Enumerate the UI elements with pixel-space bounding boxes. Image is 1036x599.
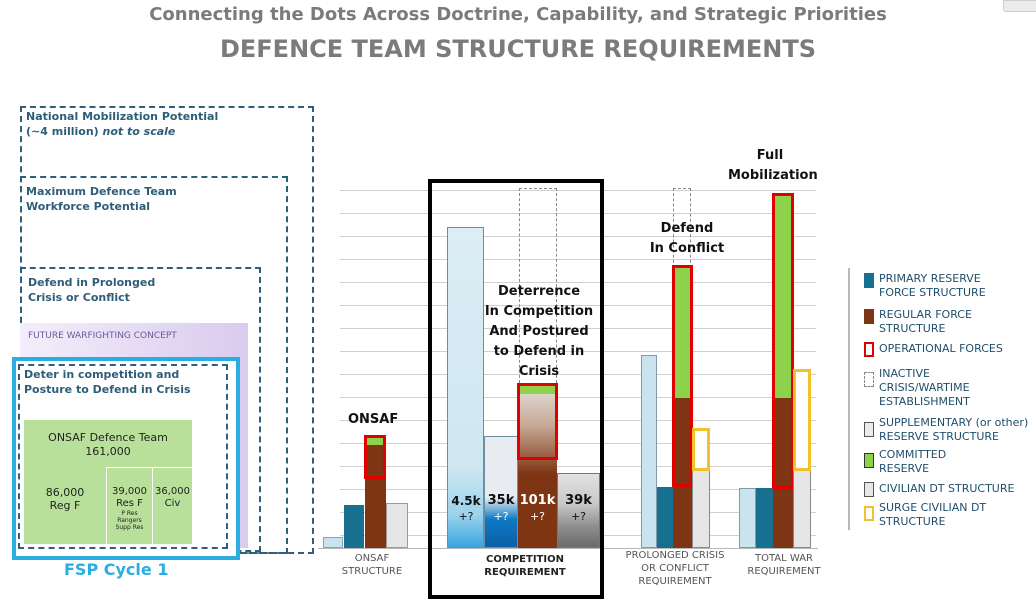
- onsaf-primary-reserve-bar: [344, 505, 364, 548]
- competition-tall-bar: [447, 227, 484, 548]
- competition-operational-forces-frame: [517, 383, 558, 460]
- competition-supplementary-bar: [484, 436, 518, 548]
- deter-competition-label: Deter in competition and Posture to Defe…: [24, 368, 191, 396]
- total-primary-reserve-bar: [756, 488, 773, 548]
- legend-swatch-surge-civilian: [864, 506, 874, 521]
- onsaf-regular-force-bar: [365, 478, 386, 548]
- total-surge-civilian-frame: [793, 369, 811, 471]
- prolonged-primary-reserve-bar: [657, 487, 673, 548]
- onsaf-civilian-bar: [386, 503, 408, 548]
- team-divider-h: [106, 467, 192, 468]
- prolonged-operational-forces-frame: [672, 265, 693, 487]
- legend-text-committed-reserve: COMMITTED RESERVE: [879, 448, 947, 475]
- legend-swatch-committed-reserve: [864, 453, 874, 468]
- gridline: [340, 213, 816, 214]
- national-mobilization-label: National Mobilization Potential (~4 mill…: [26, 110, 219, 138]
- legend-text-regular-force: REGULAR FORCE STRUCTURE: [879, 308, 972, 335]
- gridline: [340, 236, 816, 237]
- legend-text-primary-reserve: PRIMARY RESERVE FORCE STRUCTURE: [879, 272, 986, 299]
- legend-text-civilian: CIVILIAN DT STRUCTURE: [879, 482, 1015, 495]
- bar-label-35k: 35k +?: [487, 493, 515, 523]
- gridline: [340, 397, 816, 398]
- gridline: [340, 351, 816, 352]
- prolonged-surge-civilian-frame: [692, 428, 710, 471]
- gridline: [340, 305, 816, 306]
- legend-swatch-civilian: [864, 482, 874, 497]
- team-divider-v2: [152, 467, 153, 544]
- onsaf-category-label: ONSAF STRUCTURE: [341, 553, 403, 577]
- bar-label-39k: 39k +?: [565, 493, 592, 523]
- legend-swatch-regular-force: [864, 309, 874, 324]
- gridline: [340, 420, 816, 421]
- gridline: [340, 190, 816, 191]
- prolonged-category-label: PROLONGED CRISIS OR CONFLICT REQUIREMENT: [625, 550, 725, 587]
- total-light-bar: [739, 488, 756, 548]
- legend-rule: [848, 268, 850, 530]
- full-mobilization-annotation: Full Mobilization: [728, 148, 818, 183]
- legend-text-supplementary: SUPPLEMENTARY (or other) RESERVE STRUCTUR…: [879, 416, 1029, 443]
- gridline: [340, 282, 816, 283]
- prolonged-civilian-bar: [692, 470, 710, 548]
- legend-swatch-inactive: [864, 372, 874, 387]
- res-force-cell: 39,000 Res F P Res Rangers Supp Res: [112, 486, 147, 531]
- legend-swatch-supplementary: [864, 422, 874, 437]
- prolonged-light-bar: [641, 355, 657, 548]
- title-line-1: Connecting the Dots Across Doctrine, Cap…: [149, 4, 887, 25]
- onsaf-team-block: ONSAF Defence Team 161,000 86,000 Reg F 3…: [24, 420, 192, 544]
- gridline: [340, 259, 816, 260]
- competition-civilian-bar: [557, 473, 600, 548]
- onsaf-team-title: ONSAF Defence Team: [48, 431, 168, 444]
- total-civilian-bar: [793, 470, 811, 548]
- legend-swatch-operational-forces: [864, 342, 874, 357]
- onsaf-annotation: ONSAF: [348, 412, 399, 427]
- legend-text-surge-civilian: SURGE CIVILIAN DT STRUCTURE: [879, 501, 987, 528]
- chart-baseline: [318, 548, 818, 549]
- reg-force-cell: 86,000 Reg F: [45, 486, 85, 512]
- legend-text-operational-forces: OPERATIONAL FORCES: [879, 342, 1003, 355]
- onsaf-team-total: 161,000: [85, 445, 131, 458]
- title-line-2: DEFENCE TEAM STRUCTURE REQUIREMENTS: [219, 35, 817, 63]
- deter-competition-box: [18, 364, 228, 549]
- gridline: [340, 466, 816, 467]
- legend-text-inactive: INACTIVE CRISIS/WARTIME ESTABLISHMENT: [879, 367, 970, 408]
- team-divider-v1: [106, 467, 107, 544]
- gridline: [340, 328, 816, 329]
- competition-category-label: COMPETITION REQUIREMENT: [484, 554, 566, 578]
- legend-swatch-primary-reserve: [864, 273, 874, 288]
- civilian-cell: 36,000 Civ: [155, 486, 190, 509]
- total-operational-forces-frame: [772, 193, 794, 489]
- onsaf-operational-forces-frame: [364, 435, 386, 479]
- bar-label-4-5k: 4.5k +?: [451, 494, 481, 523]
- defend-conflict-annotation: Defend In Conflict: [649, 221, 725, 256]
- future-warfighting-label: FUTURE WARFIGHTING CONCEPT: [28, 331, 177, 341]
- corner-tab: [1003, 0, 1036, 12]
- fsp-cycle-label: FSP Cycle 1: [64, 560, 169, 579]
- onsaf-small-bar: [323, 537, 343, 548]
- maximum-workforce-label: Maximum Defence Team Workforce Potential: [26, 185, 177, 213]
- gridline: [340, 443, 816, 444]
- prolonged-crisis-label: Defend in Prolonged Crisis or Conflict: [28, 276, 156, 304]
- deterrence-annotation: Deterrence In Competition And Postured t…: [484, 284, 594, 379]
- bar-label-101k: 101k +?: [519, 493, 556, 523]
- gridline: [340, 374, 816, 375]
- total-category-label: TOTAL WAR REQUIREMENT: [747, 553, 821, 577]
